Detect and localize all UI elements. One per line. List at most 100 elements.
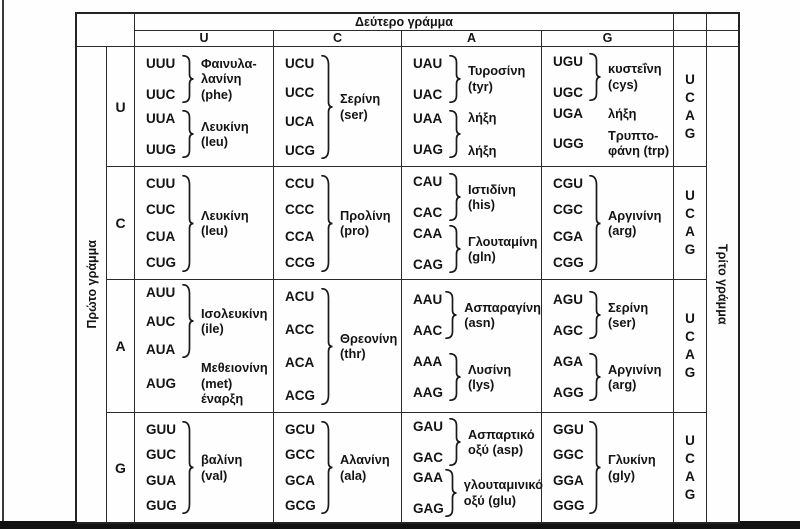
amino-acid-label-line: (ile) bbox=[201, 321, 224, 337]
codon: GCU bbox=[285, 422, 315, 437]
curly-brace-icon bbox=[182, 54, 194, 103]
amino-acid-label-line: λήξη bbox=[608, 105, 637, 121]
codon-group: CCU CCC CCA CCG Προλίνη (pro) bbox=[274, 174, 401, 272]
amino-acid-label: Αργινίνη (arg) bbox=[608, 208, 661, 239]
codon: UCA bbox=[285, 113, 315, 129]
codon: CCA bbox=[285, 228, 315, 244]
amino-acid-label-line: οξύ (asp) bbox=[468, 442, 524, 458]
brace-container bbox=[444, 291, 457, 339]
curly-brace-icon bbox=[449, 173, 461, 221]
brace-container bbox=[320, 287, 333, 405]
curly-brace-icon bbox=[449, 225, 461, 273]
third-letter-option: A bbox=[685, 468, 695, 484]
codon: UUU bbox=[146, 55, 176, 71]
codon: ACG bbox=[285, 388, 315, 404]
codon-list: AAU AAC bbox=[402, 291, 444, 339]
codon: GGA bbox=[553, 472, 584, 488]
codon-cell-CC: CCU CCC CCA CCG Προλίνη (pro) bbox=[274, 167, 402, 280]
amino-acid-label-line: Φαινυλα- bbox=[201, 55, 257, 71]
codon: UCG bbox=[285, 142, 315, 158]
codon-cell-AG: AGU AGC Σερίνη (ser) AGA AGG Αργινίνη (arg) bbox=[542, 280, 674, 413]
codon-group: AUG Μεθειονίνη (met) έναρξη bbox=[135, 359, 273, 408]
row-letter-G: G bbox=[107, 413, 135, 522]
codon: GAA bbox=[413, 469, 443, 485]
codon: UAU bbox=[413, 55, 443, 71]
codon: CGA bbox=[553, 228, 583, 244]
third-letter-option: C bbox=[685, 450, 695, 466]
third-letter-option: G bbox=[684, 125, 696, 141]
amino-acid-label-line: (leu) bbox=[201, 223, 229, 238]
amino-acid-label-line: Λυσίνη bbox=[468, 361, 512, 377]
curly-brace-icon bbox=[589, 421, 601, 514]
curly-brace-icon bbox=[589, 291, 601, 339]
brace-container bbox=[448, 353, 461, 401]
header-spacer-1 bbox=[674, 14, 707, 31]
codon: CGU bbox=[553, 175, 583, 191]
codon-cell-AU: AUU AUC AUA Ισολευκίνη (ile) AUG Μεθειονίνη (me… bbox=[135, 280, 274, 413]
codon-cell-UG: UGU UGC κυστεΐνη (cys) UGA λήξη UGG Τρυπτο-φάνη… bbox=[542, 47, 674, 167]
codon: UGA bbox=[553, 106, 583, 122]
amino-acid-label-line: (phe) bbox=[201, 86, 233, 102]
codon: AAA bbox=[413, 354, 443, 369]
codon: UGC bbox=[553, 84, 583, 100]
codon: GCC bbox=[285, 447, 315, 463]
brace-container bbox=[448, 225, 461, 273]
amino-acid-label-line: (asn) bbox=[464, 315, 495, 330]
amino-acid-label-line: Σερίνη bbox=[340, 91, 381, 106]
codon: UCU bbox=[285, 55, 315, 71]
row-letter-C: C bbox=[107, 167, 135, 280]
curly-brace-icon bbox=[444, 468, 457, 517]
amino-acid-label-line: Αργινίνη bbox=[608, 361, 662, 377]
amino-acid-label: Ισολευκίνη (ile) bbox=[201, 306, 267, 337]
codon-list: CAU CAC bbox=[402, 173, 448, 221]
codon-cell-CU: CUU CUC CUA CUG Λευκίνη (leu) bbox=[135, 167, 274, 280]
codon-list: UGU UGC bbox=[542, 53, 588, 101]
amino-acid-label: βαλίνη (val) bbox=[201, 452, 242, 483]
amino-acid-label-line: (gln) bbox=[468, 249, 496, 264]
codon-cell-GU: GUU GUC GUA GUG βαλίνη (val) bbox=[135, 413, 274, 522]
codon-group: UAU UAC Τυροσίνη (tyr) bbox=[402, 54, 541, 103]
amino-acid-label: Τρυπτο-φάνη (trp) bbox=[608, 128, 669, 159]
codon-group: CAA CAG Γλουταμίνη (gln) bbox=[402, 225, 541, 273]
brace-container bbox=[448, 418, 461, 467]
column-header-G: G bbox=[542, 31, 674, 47]
codon: CUA bbox=[146, 228, 176, 244]
codon: ACA bbox=[285, 355, 315, 371]
amino-acid-label: Θρεονίνη (thr) bbox=[340, 331, 397, 362]
amino-acid-label-line: Θρεονίνη bbox=[340, 330, 398, 346]
codon-group: GCU GCC GCA GCG Αλανίνη (ala) bbox=[274, 421, 401, 514]
codon: GUA bbox=[146, 472, 176, 488]
amino-acid-label-line: (val) bbox=[201, 467, 228, 483]
genetic-code-table: Δεύτερο γράμμα U C A G Πρώτο γράμμα Τρίτο γράμ… bbox=[75, 12, 740, 524]
codon: GUU bbox=[146, 422, 176, 437]
amino-acid-label: Λευκίνη (leu) bbox=[201, 208, 249, 239]
codon-list: UUU UUC bbox=[135, 55, 181, 103]
brace-container bbox=[181, 284, 194, 359]
codon-group: AUU AUC AUA Ισολευκίνη (ile) bbox=[135, 284, 273, 359]
amino-acid-label: Αργινίνη (arg) bbox=[608, 362, 661, 393]
codon-group: AGA AGG Αργινίνη (arg) bbox=[542, 353, 673, 401]
codon-group: CAU CAC Ιστιδίνη (his) bbox=[402, 173, 541, 221]
codon-group: UAA UAG λήξη λήξη bbox=[402, 110, 541, 159]
row-letter-A: A bbox=[107, 280, 135, 413]
codon-cell-UU: UUU UUC Φαινυλα-λανίνη (phe) UUA UUG Λευκίνη (l… bbox=[135, 47, 274, 167]
brace-container bbox=[320, 174, 333, 272]
amino-acid-label-line: (thr) bbox=[340, 346, 366, 361]
amino-acid-label: Φαινυλα-λανίνη (phe) bbox=[201, 56, 257, 103]
amino-acid-label: Γλυκίνη (gly) bbox=[608, 452, 656, 483]
amino-acid-label-line: βαλίνη bbox=[201, 452, 243, 467]
codon-group: UGU UGC κυστεΐνη (cys) bbox=[542, 52, 673, 101]
curly-brace-icon bbox=[321, 54, 333, 159]
brace-container bbox=[448, 54, 461, 103]
codon-list: CAA CAG bbox=[402, 225, 448, 273]
amino-acid-label-line: Αλανίνη bbox=[340, 452, 390, 467]
codon: GGC bbox=[553, 447, 584, 463]
amino-acid-label-line: (his) bbox=[468, 197, 496, 212]
curly-brace-icon bbox=[449, 418, 461, 467]
codon-group: GAU GAC Ασπαρτικό οξύ (asp) bbox=[402, 418, 541, 467]
codon: UUC bbox=[146, 86, 176, 102]
codon: UAC bbox=[413, 86, 443, 102]
amino-acid-label-line: φάνη (trp) bbox=[608, 143, 670, 159]
codon: AUU bbox=[146, 285, 176, 301]
